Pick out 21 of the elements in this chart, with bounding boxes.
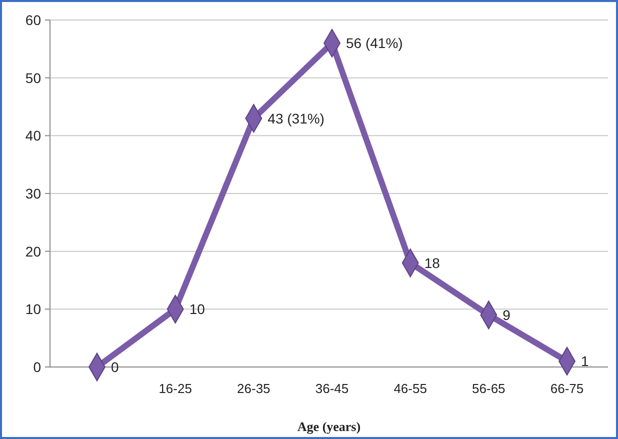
x-axis-title: Age (years): [297, 419, 361, 434]
data-label: 43 (31%): [268, 110, 324, 126]
x-tick-label: 56-65: [472, 381, 506, 396]
data-label: 0: [111, 359, 119, 375]
y-tick-label: 50: [25, 70, 42, 86]
y-tick-label: 20: [25, 243, 42, 260]
x-tick-label: 36-45: [315, 381, 349, 396]
data-label: 18: [424, 254, 440, 271]
y-tick-label: 0: [33, 359, 42, 375]
data-label: 56 (41%): [346, 35, 403, 52]
y-tick-label: 40: [25, 128, 42, 144]
x-tick-label: 66-75: [550, 381, 584, 396]
x-tick-label: 26-35: [237, 381, 270, 396]
data-label: 9: [502, 306, 511, 323]
y-tick-label: 30: [25, 186, 42, 202]
x-tick-label: 16-25: [158, 381, 192, 396]
data-label: 10: [189, 301, 206, 318]
x-tick-label: 46-55: [394, 381, 427, 396]
y-tick-label: 60: [25, 12, 42, 28]
y-tick-label: 10: [25, 301, 42, 318]
data-label: 1: [581, 353, 589, 370]
